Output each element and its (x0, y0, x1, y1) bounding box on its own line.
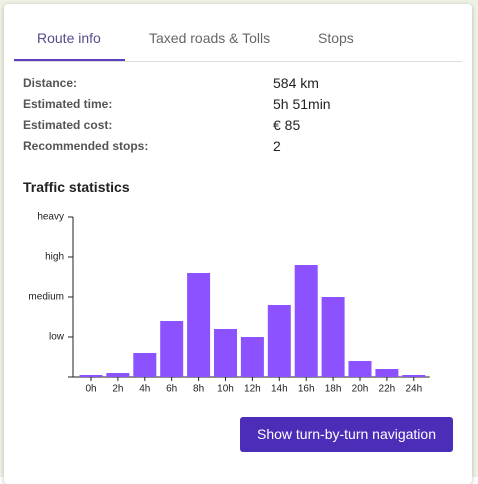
info-value: € 85 (273, 117, 301, 133)
x-tick-label: 8h (193, 384, 204, 395)
bar (402, 375, 426, 377)
tab[interactable]: Taxed roads & Tolls (149, 30, 271, 46)
y-tick-label: medium (28, 292, 64, 303)
y-tick-label: low (49, 332, 65, 343)
bar (133, 353, 157, 377)
route-panel: Route info Taxed roads & Tolls Stops Dis… (4, 4, 472, 484)
y-tick-label: heavy (37, 212, 64, 223)
tab-indicator (14, 59, 125, 61)
info-value: 5h 51min (273, 96, 331, 112)
x-tick-label: 16h (298, 384, 315, 395)
x-tick-label: 10h (217, 384, 234, 395)
info-label: Estimated time: (23, 97, 113, 111)
bar (294, 265, 318, 377)
tab[interactable]: Stops (318, 30, 354, 46)
info-value: 584 km (273, 75, 319, 91)
x-tick-label: 0h (85, 384, 96, 395)
info-value: 2 (273, 138, 281, 154)
bar (160, 321, 184, 377)
x-tick-label: 18h (325, 384, 342, 395)
bar (79, 375, 103, 377)
info-label: Distance: (23, 76, 78, 90)
bar (106, 373, 130, 377)
x-tick-label: 2h (112, 384, 123, 395)
y-tick-label: high (45, 252, 64, 263)
info-label: Recommended stops: (23, 139, 149, 153)
x-tick-label: 12h (244, 384, 261, 395)
bar (187, 273, 211, 377)
bar (214, 329, 237, 377)
bar (267, 305, 291, 377)
info-label: Estimated cost: (23, 118, 113, 132)
x-tick-label: 20h (352, 384, 369, 395)
bar (348, 361, 372, 377)
x-tick-label: 4h (139, 384, 150, 395)
chart-title: Traffic statistics (23, 179, 130, 195)
bar (375, 369, 399, 377)
x-tick-label: 24h (405, 384, 422, 395)
x-tick-label: 14h (271, 384, 288, 395)
navigation-button[interactable]: Show turn-by-turn navigation (240, 417, 453, 452)
divider (14, 61, 462, 62)
bar (321, 297, 345, 377)
bar (240, 337, 264, 377)
x-tick-label: 22h (379, 384, 396, 395)
tab[interactable]: Route info (37, 30, 101, 46)
x-tick-label: 6h (166, 384, 177, 395)
